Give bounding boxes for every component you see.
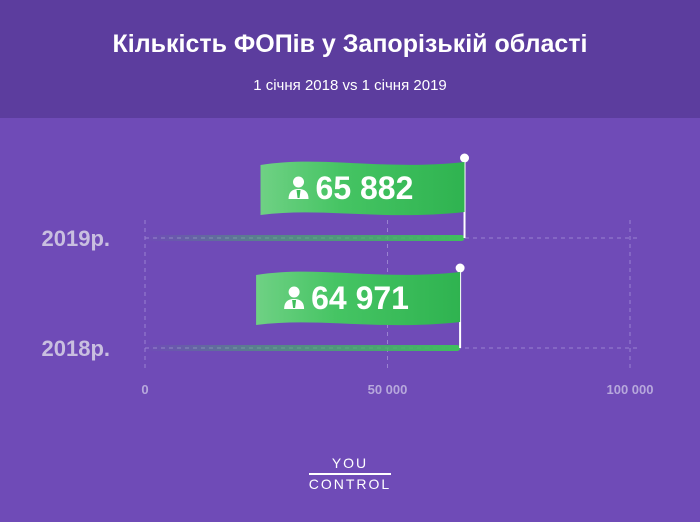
person-icon — [284, 286, 305, 309]
value-label: 64 971 — [311, 280, 409, 316]
header: Кількість ФОПів у Запорізькій області 1 … — [0, 0, 700, 118]
logo-line2: CONTROL — [308, 476, 392, 492]
chart-subtitle: 1 січня 2018 vs 1 січня 2019 — [253, 77, 447, 94]
value-label: 65 882 — [316, 170, 414, 206]
youcontrol-logo: YOU CONTROL — [0, 456, 700, 492]
x-tick-label: 50 000 — [368, 382, 408, 397]
category-label: 2018р. — [42, 336, 111, 361]
value-flag — [260, 161, 465, 216]
flag-pole-knob — [455, 263, 465, 273]
bar — [145, 345, 461, 351]
person-icon — [288, 176, 309, 199]
chart-title: Кількість ФОПів у Запорізькій області — [112, 30, 588, 58]
flag-pole-knob — [460, 153, 470, 163]
bar — [145, 235, 465, 241]
category-label: 2019р. — [42, 226, 111, 251]
x-tick-label: 100 000 — [607, 382, 654, 397]
value-flag — [256, 271, 461, 326]
x-tick-label: 0 — [141, 382, 148, 397]
logo-line1: YOU — [331, 455, 369, 471]
